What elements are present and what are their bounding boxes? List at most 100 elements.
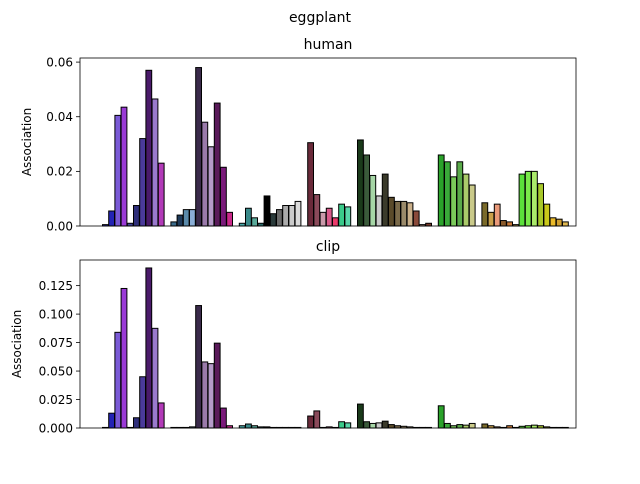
bar-2-30 [307,415,315,429]
bar-1-52 [456,161,464,227]
ytick-label-1-3: 0.06 [46,55,73,69]
ytick-label-2-3: 0.075 [39,336,73,350]
ytick-label-1-1: 0.02 [46,165,73,179]
bar-1-37 [357,139,364,227]
bar-1-24 [263,195,271,227]
bar-2-7 [145,267,153,429]
bar-1-48 [425,222,433,227]
bar-2-50 [444,422,451,429]
ytick-label-1-2: 0.04 [46,110,73,124]
bar-1-46 [412,210,420,227]
bar-2-18 [220,407,227,429]
bar-1-14 [195,67,202,227]
bar-1-5 [133,205,140,227]
bar-1-33 [325,207,333,227]
panel-1-ylabel: Association [20,108,34,176]
bar-2-55 [481,423,489,429]
bar-1-12 [182,209,190,227]
bar-1-50 [444,161,451,227]
bar-1-63 [531,170,538,227]
bar-1-45 [406,202,414,227]
ytick-label-2-0: 0.000 [39,421,73,435]
bar-1-40 [375,195,383,227]
bar-2-38 [363,421,371,429]
bar-2-3 [120,287,128,429]
bar-2-5 [133,417,140,429]
bar-2-15 [201,361,209,429]
bar-1-7 [145,69,153,227]
bar-1-49 [437,154,445,227]
panel-1-bars [102,67,569,227]
bar-2-49 [437,405,445,429]
bar-1-26 [276,209,283,227]
bar-2-35 [338,421,346,429]
bar-1-17 [213,102,221,227]
bar-1-27 [282,205,290,227]
bar-1-30 [307,142,315,227]
bar-1-34 [332,217,339,227]
ytick-label-1-0: 0.00 [46,219,73,233]
bar-1-68 [562,221,569,227]
bar-1-58 [500,220,507,227]
bar-2-21 [245,423,252,429]
bar-1-44 [400,200,408,227]
bar-1-16 [207,146,215,227]
bar-1-32 [319,211,327,227]
bar-1-11 [176,214,184,227]
bar-1-43 [394,200,402,227]
bar-2-52 [456,424,464,429]
bar-1-39 [369,174,377,227]
panel-1-title: human [304,37,353,53]
ytick-label-2-4: 0.100 [39,307,73,321]
bar-1-29 [294,200,302,227]
bar-2-2 [114,331,122,429]
bar-1-2 [114,114,122,227]
panel-2-bars [102,267,569,429]
bar-2-14 [195,305,202,429]
bar-1-41 [381,173,389,227]
bar-1-54 [468,184,476,227]
bar-1-25 [269,213,277,227]
bar-1-65 [543,203,551,227]
bar-1-67 [555,218,563,227]
bar-2-36 [344,422,352,429]
bar-1-57 [493,203,501,227]
bar-2-16 [207,363,215,429]
bar-2-63 [531,424,538,429]
bar-1-23 [257,222,265,227]
panel-2-yticks: 0.000 0.025 0.050 0.075 0.100 0.125 [39,279,80,435]
bar-2-40 [375,422,383,429]
bar-1-56 [487,211,495,227]
bar-1-62 [524,170,532,227]
bar-1-35 [338,203,346,227]
panel-2-ylabel: Association [10,310,24,378]
bar-1-18 [220,166,227,227]
bar-2-31 [313,410,321,429]
bar-1-6 [139,138,146,227]
panel-2-frame [79,259,577,429]
bar-1-4 [126,222,134,227]
bar-2-1 [108,412,115,429]
ytick-label-2-2: 0.050 [39,364,73,378]
bar-1-66 [549,217,557,227]
bar-2-37 [357,403,364,429]
bar-1-3 [120,106,128,227]
bar-1-59 [506,221,514,227]
bar-1-42 [388,196,395,227]
ytick-label-2-5: 0.125 [39,279,73,293]
ytick-label-2-1: 0.025 [39,393,73,407]
bar-1-36 [344,206,352,227]
bar-1-15 [201,121,209,227]
bar-2-9 [157,402,165,429]
bar-2-8 [151,327,159,429]
bar-1-22 [251,217,258,227]
bar-1-61 [518,173,526,227]
bar-1-51 [450,176,458,227]
bar-2-42 [388,424,395,429]
bar-1-28 [288,205,296,227]
panel-2-title: clip [316,239,340,255]
bar-1-38 [363,154,371,227]
bar-2-39 [369,422,377,429]
